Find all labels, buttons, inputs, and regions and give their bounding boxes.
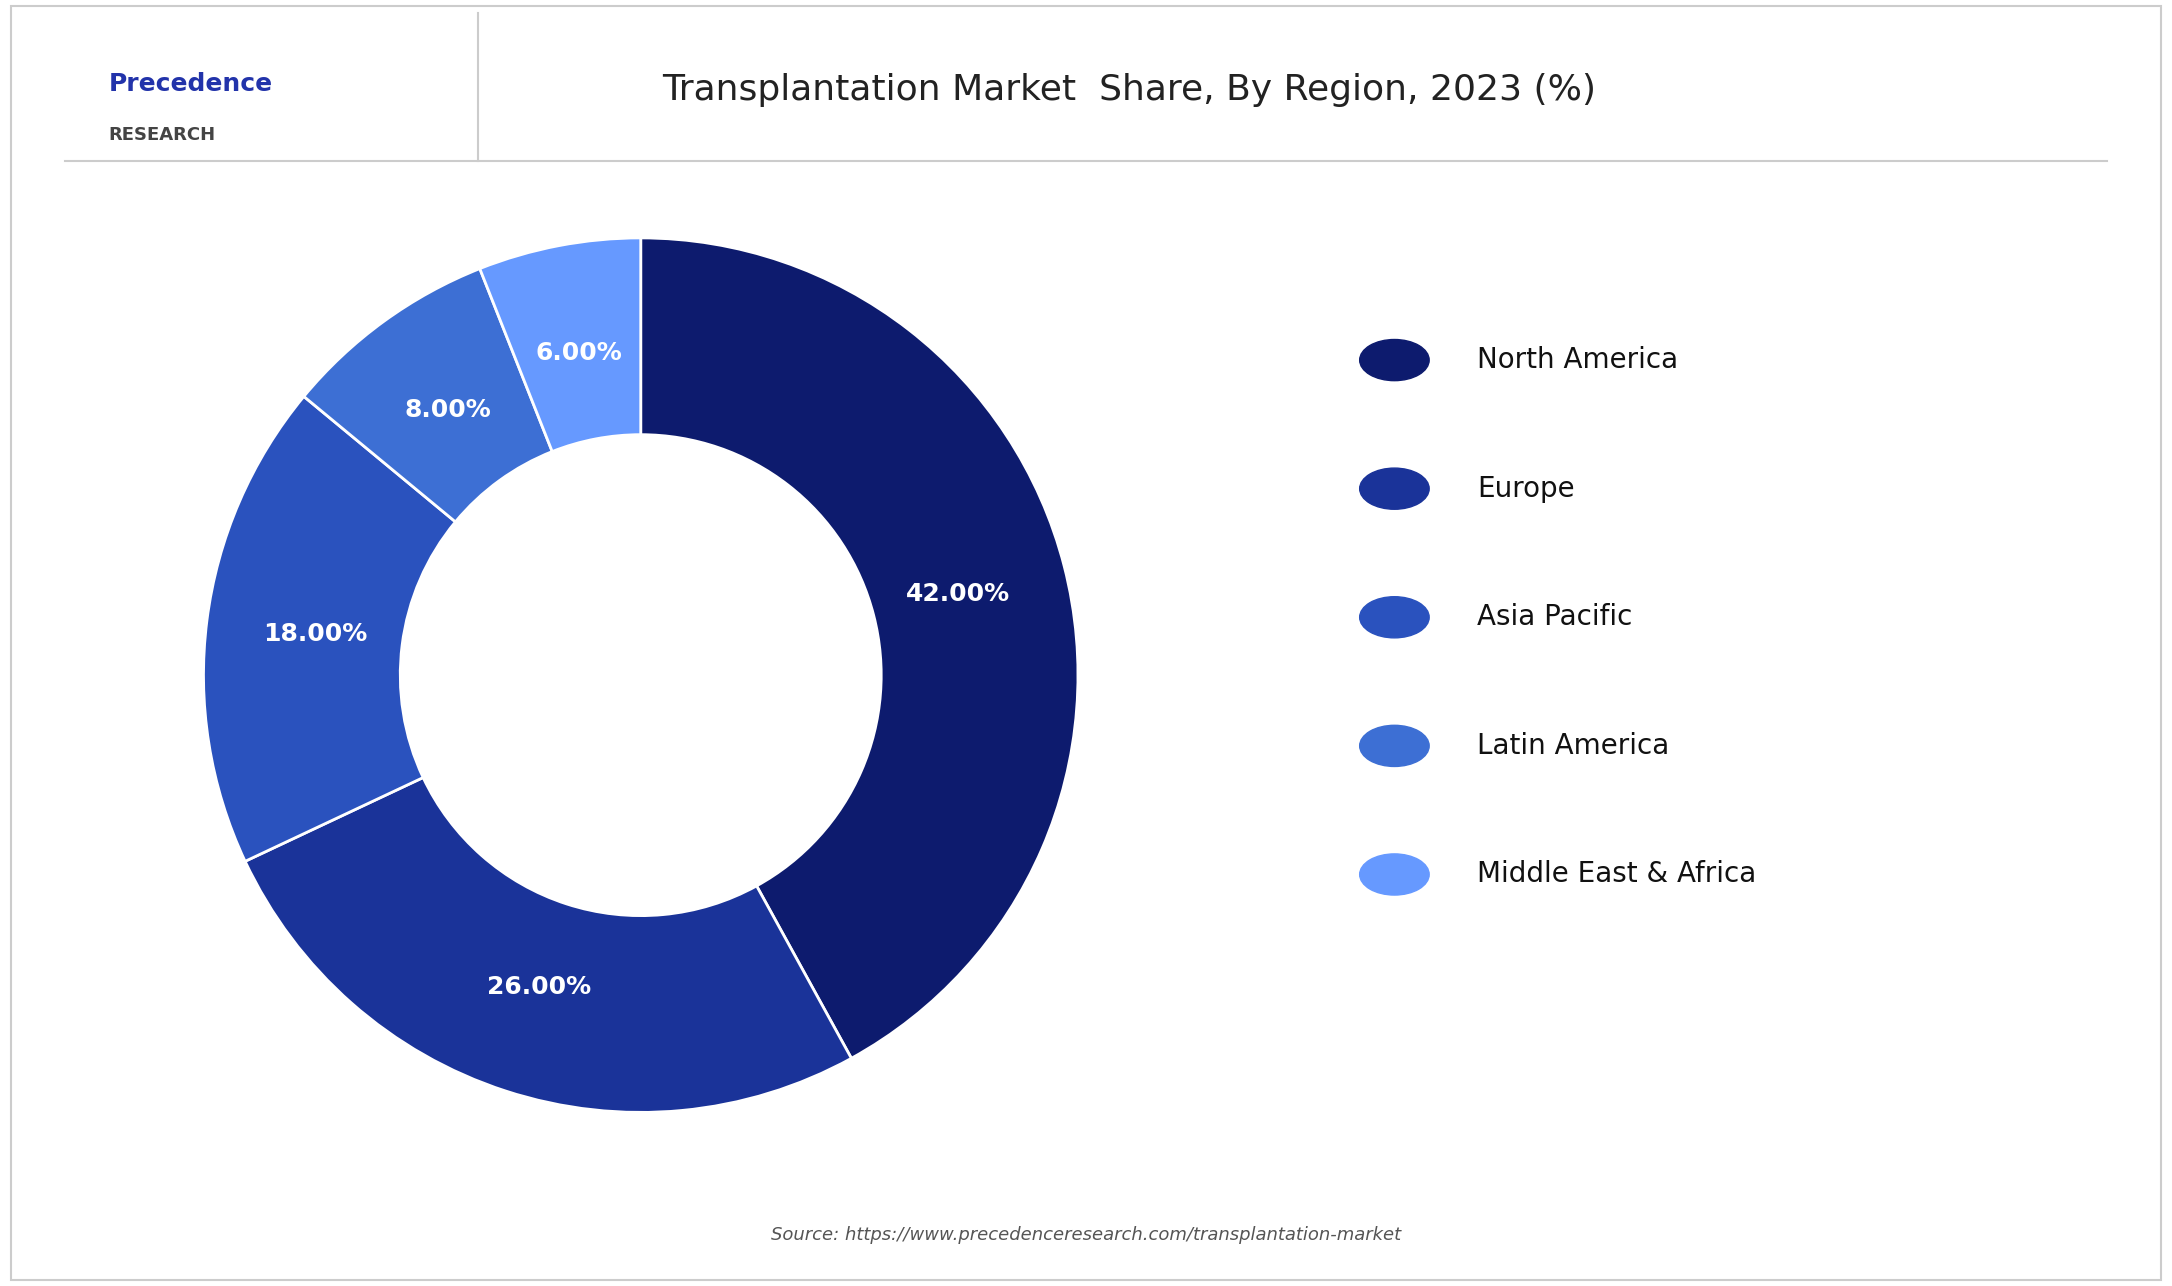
Text: Transplantation Market  Share, By Region, 2023 (%): Transplantation Market Share, By Region,… — [662, 73, 1596, 107]
Text: Latin America: Latin America — [1477, 732, 1670, 760]
Text: 18.00%: 18.00% — [263, 622, 367, 646]
Text: Middle East & Africa: Middle East & Africa — [1477, 860, 1757, 889]
Text: 42.00%: 42.00% — [906, 581, 1010, 606]
Text: North America: North America — [1477, 346, 1679, 374]
Text: 26.00%: 26.00% — [487, 975, 591, 999]
Text: Precedence: Precedence — [109, 72, 274, 95]
Wedge shape — [304, 269, 552, 522]
Text: Source: https://www.precedenceresearch.com/transplantation-market: Source: https://www.precedenceresearch.c… — [771, 1226, 1401, 1244]
Text: Europe: Europe — [1477, 475, 1575, 503]
Text: RESEARCH: RESEARCH — [109, 126, 215, 144]
Text: 6.00%: 6.00% — [536, 341, 623, 365]
Wedge shape — [480, 238, 641, 451]
Wedge shape — [245, 778, 851, 1112]
Wedge shape — [204, 396, 456, 862]
Wedge shape — [641, 238, 1077, 1058]
Text: 8.00%: 8.00% — [404, 397, 491, 422]
Text: Asia Pacific: Asia Pacific — [1477, 603, 1633, 631]
